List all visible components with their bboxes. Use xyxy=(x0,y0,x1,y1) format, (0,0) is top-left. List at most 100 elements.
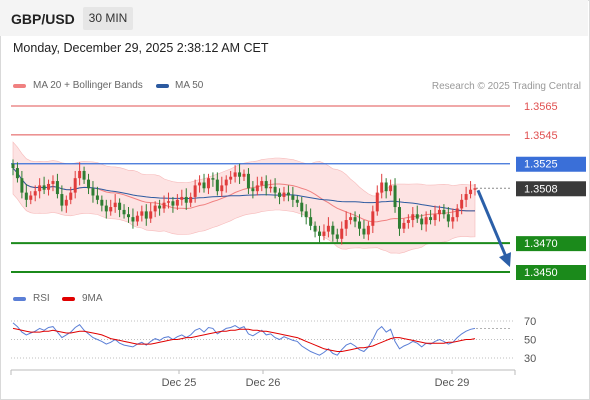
candle-body xyxy=(131,217,135,222)
candle-body xyxy=(322,231,326,236)
candle-body xyxy=(415,214,419,219)
research-credit: Research © 2025 Trading Central xyxy=(431,81,581,92)
candle-body xyxy=(193,185,197,197)
candle-body xyxy=(55,181,59,195)
candle-body xyxy=(264,181,268,189)
ma20-legend-swatch xyxy=(13,84,26,88)
candle-body xyxy=(69,192,73,200)
candle-body xyxy=(358,221,361,229)
candle-body xyxy=(73,178,77,193)
forecast-arrow-head xyxy=(499,252,511,268)
candle-body xyxy=(464,194,468,200)
candle-body xyxy=(331,225,335,235)
candle-body xyxy=(42,185,46,190)
candle-body xyxy=(100,199,104,206)
candle-body xyxy=(255,185,259,192)
candle-body xyxy=(420,218,424,225)
candle-body xyxy=(238,172,242,177)
candle-body xyxy=(20,178,24,193)
candle-body xyxy=(437,209,441,215)
candle-body xyxy=(340,228,344,239)
candle-body xyxy=(282,192,286,197)
candle-body xyxy=(118,202,122,210)
candle-body xyxy=(469,189,473,195)
candle-body xyxy=(220,185,224,192)
candle-body xyxy=(300,202,304,212)
candle-body xyxy=(171,201,175,206)
candle-body xyxy=(229,176,233,180)
candle-body xyxy=(95,195,99,200)
support-label: 1.3450 xyxy=(524,267,558,279)
support-label: 1.3470 xyxy=(524,238,558,250)
candle-body xyxy=(215,179,219,192)
candle-body xyxy=(127,214,130,218)
x-axis-label: Dec 25 xyxy=(162,377,197,389)
timeframe-button[interactable]: 30 MIN xyxy=(83,7,133,30)
candle-body xyxy=(269,186,273,189)
rsi-legend-label: RSI xyxy=(33,293,50,304)
candle-body xyxy=(424,217,428,225)
candle-body xyxy=(442,209,446,215)
candle-body xyxy=(158,205,162,209)
candle-body xyxy=(326,225,330,232)
candle-body xyxy=(366,225,370,235)
candle-body xyxy=(389,185,393,192)
candle-body xyxy=(184,196,188,203)
pivot-label-box xyxy=(516,156,586,172)
candle-body xyxy=(371,211,375,226)
candle-body xyxy=(60,194,64,206)
ma9-legend-swatch xyxy=(62,297,75,301)
candle-body xyxy=(202,182,206,189)
candle-body xyxy=(362,228,366,235)
candle-body xyxy=(451,217,455,222)
candle-body xyxy=(446,214,450,222)
candle-body xyxy=(38,185,42,192)
candle-body xyxy=(224,179,228,186)
candle-body xyxy=(29,195,33,200)
candle-body xyxy=(318,231,322,236)
candle-body xyxy=(180,196,184,200)
candle-body xyxy=(113,202,117,208)
candle-body xyxy=(313,225,317,232)
candle-body xyxy=(335,234,339,239)
support-label-box xyxy=(516,236,586,252)
candle-body xyxy=(278,192,282,197)
candle-body xyxy=(353,217,357,222)
candle-body xyxy=(384,182,388,192)
rsi-line xyxy=(12,322,476,356)
rsi-level-label: 30 xyxy=(524,353,536,365)
candle-body xyxy=(149,211,153,219)
candle-body xyxy=(411,214,415,221)
candle-body xyxy=(11,163,15,169)
rsi-legend-swatch xyxy=(13,297,26,301)
resistance-label: 1.3545 xyxy=(524,130,558,142)
candle-body xyxy=(380,182,384,193)
candle-body xyxy=(433,214,437,221)
candle-body xyxy=(33,191,37,196)
candle-body xyxy=(260,181,264,186)
candle-body xyxy=(349,217,353,221)
symbol-label: GBP/USD xyxy=(11,11,75,27)
candle-body xyxy=(246,173,250,189)
candle-body xyxy=(104,205,108,212)
datetime-label: Monday, December 29, 2025 2:38:12 AM CET xyxy=(13,41,269,55)
candle-body xyxy=(344,220,348,229)
candle-body xyxy=(286,192,290,196)
bollinger-band xyxy=(12,141,476,254)
last-price-label: 1.3508 xyxy=(524,183,558,195)
candle-body xyxy=(251,188,255,192)
candle-body xyxy=(82,170,86,180)
candle-body xyxy=(24,192,28,200)
x-axis-label: Dec 26 xyxy=(246,377,281,389)
pivot-label: 1.3525 xyxy=(524,159,558,171)
candle-body xyxy=(402,222,406,229)
candle-body xyxy=(122,209,126,215)
support-label-box xyxy=(516,265,586,280)
candle-body xyxy=(291,195,295,200)
candle-body xyxy=(153,205,157,212)
candle-body xyxy=(429,217,433,221)
candle-body xyxy=(295,199,299,203)
candle-body xyxy=(47,183,51,190)
candle-body xyxy=(455,208,459,218)
